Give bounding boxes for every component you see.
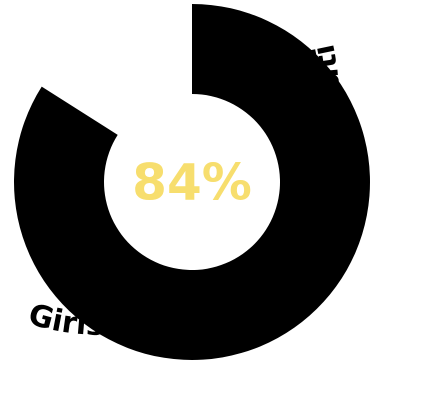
donut-segment-value <box>13 4 370 360</box>
percentage-value-label: 84% <box>132 154 252 212</box>
